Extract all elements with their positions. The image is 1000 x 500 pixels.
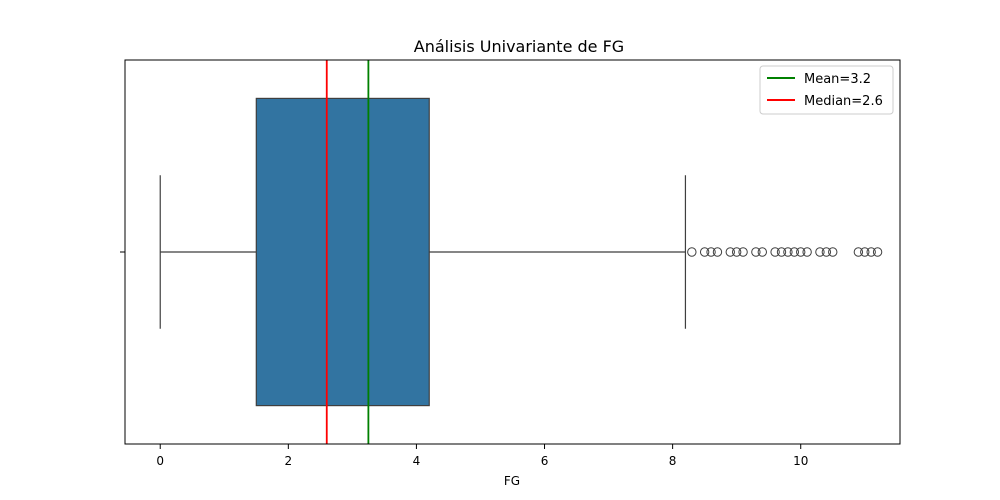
outlier-point — [860, 247, 870, 257]
outlier-point — [815, 247, 825, 257]
outlier-point — [821, 247, 832, 257]
x-axis: 0 2 4 6 8 10 — [120, 251, 808, 468]
outlier-point — [706, 247, 716, 257]
outlier-point — [699, 247, 710, 257]
outlier-point — [872, 247, 883, 257]
legend: Mean=3.2 Median=2.6 — [759, 65, 894, 115]
outlier-point — [776, 247, 787, 257]
x-tick-label: 4 — [413, 454, 421, 468]
outlier-point — [796, 247, 806, 257]
plot-area — [159, 60, 883, 444]
x-tick-label: 0 — [156, 454, 164, 468]
x-tick-label: 2 — [285, 454, 293, 468]
iqr-box — [255, 97, 430, 407]
x-tick-label: 8 — [669, 454, 677, 468]
legend-mean-label: Mean=3.2 — [804, 72, 871, 87]
outlier-point — [731, 247, 742, 257]
chart-title: Análisis Univariante de FG — [414, 37, 624, 56]
outlier-point — [853, 247, 864, 257]
x-axis-label: FG — [504, 474, 520, 488]
outlier-point — [751, 247, 761, 257]
outlier-point — [725, 247, 735, 257]
outlier-point — [687, 247, 697, 257]
outlier-point — [738, 247, 748, 257]
outlier-point — [866, 247, 876, 257]
outlier-point — [770, 247, 780, 257]
x-tick-label: 6 — [541, 454, 549, 468]
outlier-point — [757, 247, 767, 257]
x-tick-label: 10 — [793, 454, 808, 468]
outlier-point — [783, 247, 793, 257]
legend-median-label: Median=2.6 — [804, 94, 883, 109]
outlier-point — [789, 247, 800, 257]
outlier-point — [802, 247, 812, 257]
outlier-point — [712, 247, 723, 257]
outlier-point — [828, 247, 838, 257]
